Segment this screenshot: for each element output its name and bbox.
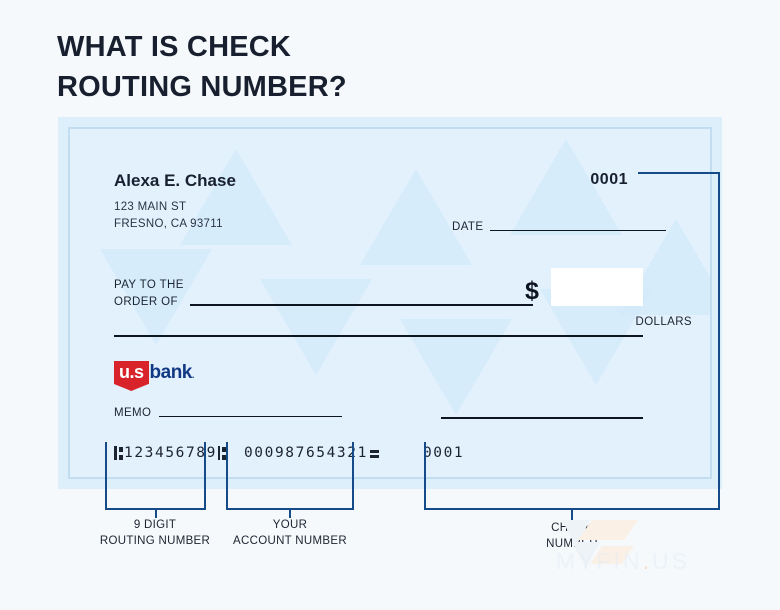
page-title-line-2: ROUTING NUMBER? xyxy=(57,71,347,104)
dollars-label: DOLLARS xyxy=(635,316,692,328)
page-title-line-1: WHAT IS CHECK xyxy=(57,31,292,63)
micr-routing-number: 123456789 xyxy=(124,445,217,461)
bank-logo-word: bank. xyxy=(149,362,195,383)
myfin-watermark-mark-icon xyxy=(562,520,638,568)
currency-symbol: $ xyxy=(525,277,539,305)
check-number-stem xyxy=(571,510,573,520)
micr-check-number: 0001 xyxy=(422,445,465,461)
callout-account-line-2: ACCOUNT NUMBER xyxy=(233,534,347,547)
memo-field: MEMO xyxy=(114,407,343,419)
amount-words-line xyxy=(114,335,643,337)
chevron-watermark xyxy=(100,249,212,345)
chevron-watermark xyxy=(360,169,472,265)
check-panel: Alexa E. Chase 123 MAIN ST FRESNO, CA 93… xyxy=(58,117,722,489)
transit-symbol-icon xyxy=(114,446,123,460)
date-field: DATE xyxy=(452,221,667,233)
date-label: DATE xyxy=(452,221,484,233)
memo-label: MEMO xyxy=(114,407,152,419)
routing-number-bracket xyxy=(105,442,206,510)
date-line xyxy=(490,229,667,231)
pay-to-label-line-2: ORDER OF xyxy=(114,295,178,308)
micr-account-number: 000987654321 xyxy=(243,445,368,461)
watermark-text: MYFIN.US xyxy=(556,548,690,574)
payer-name: Alexa E. Chase xyxy=(114,171,236,190)
chevron-watermark xyxy=(510,139,622,235)
callout-label-account: YOUR ACCOUNT NUMBER xyxy=(210,518,370,549)
memo-line xyxy=(159,415,343,417)
myfin-watermark: MYFIN.US xyxy=(556,548,690,575)
watermark-dot: . xyxy=(642,548,652,574)
account-number-bracket xyxy=(226,442,354,510)
chevron-watermark xyxy=(180,149,292,245)
check-number-connector-horizontal xyxy=(638,172,720,174)
check-face: Alexa E. Chase 123 MAIN ST FRESNO, CA 93… xyxy=(70,129,710,477)
pay-to-label: PAY TO THE ORDER OF xyxy=(114,277,184,310)
check-number-connector-vertical xyxy=(718,172,720,510)
payer-address-line-2: FRESNO, CA 93711 xyxy=(114,217,223,230)
bank-logo-trademark: . xyxy=(191,370,195,380)
payer-address-line-1: 123 MAIN ST xyxy=(114,201,187,213)
micr-line: 123456789 000987654321 0001 xyxy=(113,445,464,461)
payee-line xyxy=(190,304,533,306)
us-bank-shield-icon: u.s xyxy=(114,361,149,384)
bank-logo: u.s bank. xyxy=(114,361,194,384)
payer-address: 123 MAIN ST FRESNO, CA 93711 xyxy=(114,199,223,232)
transit-symbol-icon xyxy=(217,446,227,460)
callout-routing-line-1: 9 DIGIT xyxy=(133,519,177,531)
account-number-stem xyxy=(289,510,291,518)
page-title: WHAT IS CHECK ROUTING NUMBER? xyxy=(57,27,347,107)
callout-routing-line-2: ROUTING NUMBER xyxy=(99,534,211,547)
routing-number-stem xyxy=(155,510,157,518)
check-number-top-right: 0001 xyxy=(590,171,628,188)
check-face-container: Alexa E. Chase 123 MAIN ST FRESNO, CA 93… xyxy=(68,127,712,479)
chevron-watermark xyxy=(260,279,372,375)
amount-box xyxy=(551,268,643,306)
callout-account-line-1: YOUR xyxy=(272,519,308,531)
check-number-bracket xyxy=(424,442,720,510)
onus-symbol-icon xyxy=(369,446,379,460)
pay-to-label-line-1: PAY TO THE xyxy=(114,279,184,291)
callout-label-routing: 9 DIGIT ROUTING NUMBER xyxy=(75,518,235,549)
signature-line xyxy=(441,417,643,419)
